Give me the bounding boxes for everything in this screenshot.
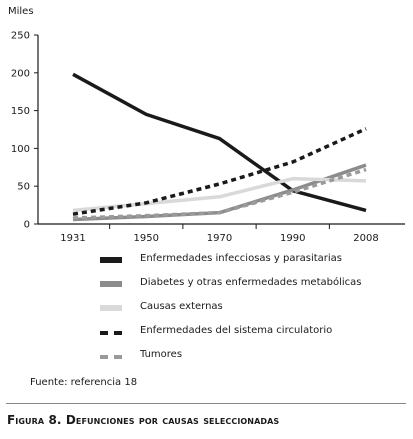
legend-swatch — [100, 281, 122, 287]
axes: 0 50 100 150 200 250 1931 1950 1970 1990 2008 — [11, 31, 405, 244]
x-tick-label: 1990 — [280, 233, 305, 244]
legend-label: Enfermedades del sistema circulatorio — [140, 325, 333, 336]
y-tick-label: 200 — [11, 68, 30, 79]
x-tick-label: 2008 — [353, 233, 378, 244]
legend-label: Enfermedades infecciosas y parasitarias — [140, 253, 343, 264]
series-lines — [72, 72, 367, 222]
y-axis-label: Miles — [8, 6, 34, 17]
figure-caption: Figura 8. Defunciones por causas selecci… — [7, 413, 280, 427]
y-tick-label: 50 — [17, 182, 30, 193]
caption-divider — [6, 403, 406, 404]
legend-swatch — [100, 257, 122, 263]
legend-label: Causas externas — [140, 301, 223, 312]
y-tick-label: 100 — [11, 144, 30, 155]
legend-swatch — [100, 305, 122, 311]
legend-label: Tumores — [140, 349, 183, 360]
y-tick-label: 150 — [11, 106, 30, 117]
x-tick-label: 1931 — [60, 233, 85, 244]
x-tick-label: 1970 — [207, 233, 232, 244]
series-line — [72, 72, 367, 213]
source-note: Fuente: referencia 18 — [30, 377, 138, 388]
series-line — [72, 167, 367, 220]
series-line — [72, 127, 367, 216]
line-chart: Miles 0 50 100 150 200 250 1931 1950 1970 1990 200… — [8, 6, 405, 244]
y-tick-label: 250 — [11, 31, 30, 42]
legend-swatch — [100, 331, 122, 335]
legend-swatch — [100, 355, 122, 359]
y-tick-label: 0 — [24, 220, 30, 231]
x-tick-label: 1950 — [134, 233, 159, 244]
legend-label: Diabetes y otras enfermedades metabólica… — [140, 277, 362, 288]
